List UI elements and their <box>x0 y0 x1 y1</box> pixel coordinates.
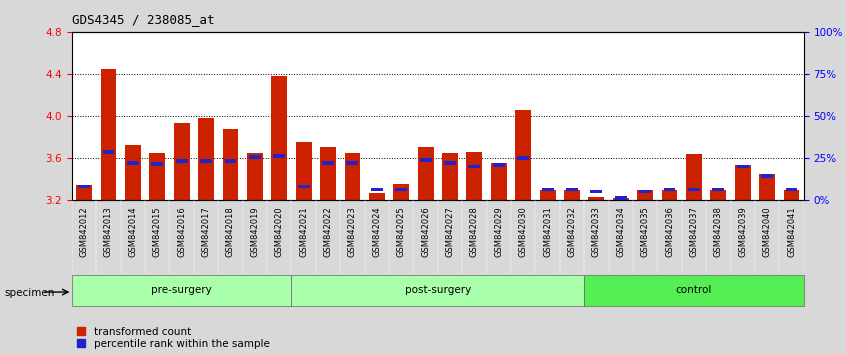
Text: GSM842032: GSM842032 <box>568 206 576 257</box>
Bar <box>249 155 261 159</box>
Bar <box>101 69 117 200</box>
Text: GSM842024: GSM842024 <box>372 206 382 257</box>
Bar <box>688 188 700 192</box>
Text: GSM842031: GSM842031 <box>543 206 552 257</box>
Bar <box>176 159 188 163</box>
Bar <box>272 76 287 200</box>
Bar <box>125 145 140 200</box>
Legend: transformed count, percentile rank within the sample: transformed count, percentile rank withi… <box>77 327 270 349</box>
Bar <box>76 185 92 200</box>
Bar <box>298 184 310 188</box>
Text: GSM842025: GSM842025 <box>397 206 406 257</box>
Bar <box>127 161 139 165</box>
Bar <box>761 174 773 178</box>
Bar <box>491 163 507 200</box>
Text: GSM842017: GSM842017 <box>201 206 211 257</box>
Bar <box>201 159 212 163</box>
Bar <box>222 129 239 200</box>
Text: GSM842018: GSM842018 <box>226 206 235 257</box>
Text: GSM842013: GSM842013 <box>104 206 113 257</box>
Text: GSM842023: GSM842023 <box>348 206 357 257</box>
Text: GSM842039: GSM842039 <box>739 206 747 257</box>
Bar <box>540 189 556 200</box>
Bar <box>515 110 531 200</box>
Bar <box>369 193 385 200</box>
Text: GSM842015: GSM842015 <box>153 206 162 257</box>
Bar <box>291 275 584 306</box>
Bar <box>591 190 602 193</box>
Bar <box>469 165 481 168</box>
Text: post-surgery: post-surgery <box>404 285 471 295</box>
Text: GSM842035: GSM842035 <box>640 206 650 257</box>
Text: control: control <box>676 285 712 295</box>
Text: GSM842021: GSM842021 <box>299 206 308 257</box>
Bar <box>566 188 578 192</box>
Bar <box>344 153 360 200</box>
Bar <box>247 153 263 200</box>
Bar <box>686 154 702 200</box>
Bar <box>466 152 482 200</box>
Bar <box>322 161 334 165</box>
Bar <box>615 196 627 200</box>
Text: GSM842026: GSM842026 <box>421 206 430 257</box>
Text: specimen: specimen <box>4 288 55 298</box>
Text: GSM842030: GSM842030 <box>519 206 528 257</box>
Text: GSM842028: GSM842028 <box>470 206 479 257</box>
Text: GSM842041: GSM842041 <box>787 206 796 257</box>
Bar <box>198 118 214 200</box>
Text: GSM842022: GSM842022 <box>323 206 332 257</box>
Bar <box>296 142 311 200</box>
Bar <box>395 188 407 192</box>
Bar <box>347 161 359 165</box>
Text: GSM842036: GSM842036 <box>665 206 674 257</box>
Bar <box>173 123 190 200</box>
Text: GSM842034: GSM842034 <box>616 206 625 257</box>
Bar <box>541 188 553 192</box>
Bar <box>493 164 505 167</box>
Bar <box>151 162 163 166</box>
Bar <box>393 184 409 200</box>
Text: GSM842033: GSM842033 <box>592 206 601 257</box>
Bar <box>584 275 804 306</box>
Bar <box>418 148 433 200</box>
Text: GSM842016: GSM842016 <box>177 206 186 257</box>
Bar <box>420 158 431 162</box>
Bar <box>444 161 456 165</box>
Bar <box>224 159 236 163</box>
Bar <box>150 153 165 200</box>
Text: GSM842029: GSM842029 <box>494 206 503 257</box>
Bar <box>640 190 651 193</box>
Bar <box>712 188 724 192</box>
Text: pre-surgery: pre-surgery <box>151 285 212 295</box>
Text: GSM842012: GSM842012 <box>80 206 89 257</box>
Text: GDS4345 / 238085_at: GDS4345 / 238085_at <box>72 13 214 26</box>
Bar <box>613 198 629 200</box>
Text: GSM842037: GSM842037 <box>689 206 699 257</box>
Text: GSM842038: GSM842038 <box>714 206 722 257</box>
Bar <box>320 148 336 200</box>
Bar <box>711 189 726 200</box>
Bar <box>78 184 90 188</box>
Bar <box>737 165 749 168</box>
Bar <box>273 154 285 158</box>
Bar <box>735 165 750 200</box>
Text: GSM842040: GSM842040 <box>762 206 772 257</box>
Text: GSM842014: GSM842014 <box>129 206 137 257</box>
Bar <box>102 150 114 154</box>
Bar <box>662 189 678 200</box>
Bar <box>589 197 604 200</box>
Bar <box>663 188 675 192</box>
Bar <box>786 188 798 192</box>
Text: GSM842027: GSM842027 <box>446 206 454 257</box>
Bar <box>759 174 775 200</box>
Bar <box>517 156 529 160</box>
Text: GSM842019: GSM842019 <box>250 206 260 257</box>
Bar <box>371 188 382 192</box>
Text: GSM842020: GSM842020 <box>275 206 283 257</box>
Bar <box>442 153 458 200</box>
Bar <box>783 189 799 200</box>
Bar <box>72 275 291 306</box>
Bar <box>564 189 580 200</box>
Bar <box>637 189 653 200</box>
